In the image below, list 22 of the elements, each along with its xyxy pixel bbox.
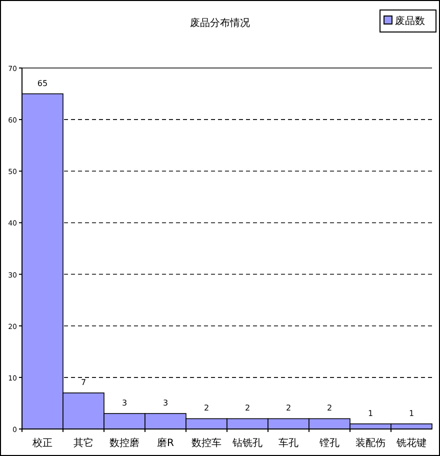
data-label: 65 <box>37 78 48 88</box>
data-label: 3 <box>122 398 128 408</box>
x-tick-label: 装配伤 <box>356 437 386 449</box>
x-tick-label: 数控磨 <box>110 437 140 449</box>
data-label: 1 <box>368 408 374 418</box>
x-tick-label: 其它 <box>74 437 94 449</box>
chart-title: 废品分布情况 <box>190 17 250 29</box>
data-label: 2 <box>286 404 292 413</box>
data-label: 1 <box>408 408 414 418</box>
x-tick-label: 车孔 <box>278 437 298 449</box>
x-tick-label: 磨R <box>157 437 174 449</box>
data-label: 3 <box>162 398 168 408</box>
x-tick-label: 铣花键 <box>396 437 426 449</box>
data-label: 2 <box>204 404 210 413</box>
x-tick-label: 镗孔 <box>318 437 340 449</box>
data-label: 2 <box>326 404 332 413</box>
data-label: 7 <box>80 378 86 387</box>
x-tick-label: 数控车 <box>192 437 222 449</box>
data-label: 2 <box>244 404 250 413</box>
x-tick-label: 校正 <box>32 437 52 449</box>
x-tick-label: 钻铣孔 <box>232 438 262 449</box>
legend-label: 废品数 <box>395 15 425 27</box>
